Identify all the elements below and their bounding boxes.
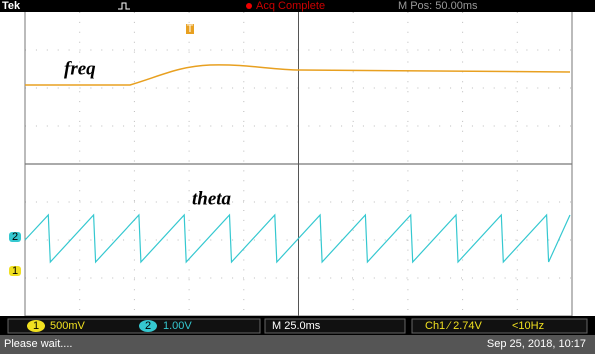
message: Please wait.... (4, 338, 72, 350)
status-dot (246, 3, 252, 9)
ch1-badge-label: 1 (33, 320, 39, 332)
position: M Pos: 50.00ms (398, 0, 478, 12)
trigger-marker-label: T (187, 23, 194, 35)
freq-label: freq (64, 58, 96, 79)
timebase: M 25.0ms (272, 320, 321, 332)
background (0, 0, 595, 354)
trigger-setting: Ch1 ∕ 2.74V (425, 320, 483, 332)
theta-label: theta (192, 188, 232, 209)
scope-screen: Tek Acq Complete M Pos: 50.00ms freq the… (0, 0, 595, 354)
datetime: Sep 25, 2018, 10:17 (487, 338, 586, 350)
ch1-marker-label: 1 (12, 265, 18, 277)
brand: Tek (2, 0, 21, 12)
channel-box (8, 319, 260, 333)
ch2-scale: 1.00V (163, 320, 192, 332)
acq-status: Acq Complete (256, 0, 325, 12)
ch1-scale: 500mV (50, 320, 86, 332)
ch2-badge-label: 2 (145, 320, 151, 332)
trigger-frequency: <10Hz (512, 320, 544, 332)
ch2-marker-label: 2 (12, 231, 18, 243)
